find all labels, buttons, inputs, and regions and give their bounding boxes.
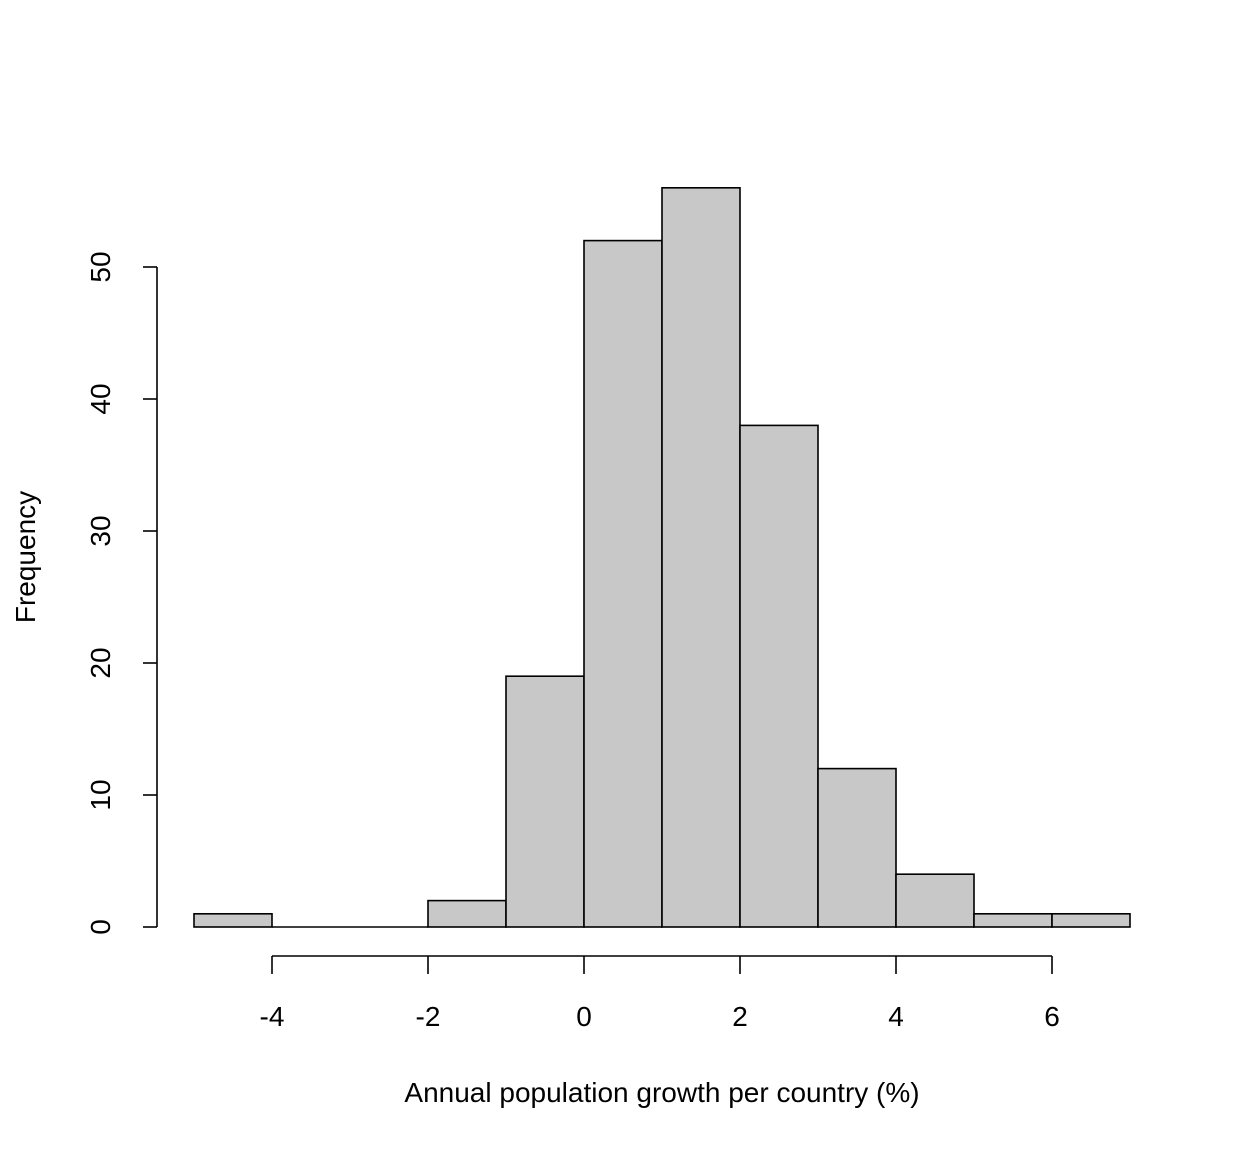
y-tick-label: 40 [85, 383, 116, 414]
bars-group [193, 187, 1131, 928]
y-tick-label: 20 [85, 647, 116, 678]
y-tick-label: 0 [85, 919, 116, 935]
x-tick-label: -2 [416, 1001, 441, 1032]
histogram-bar [1051, 912, 1131, 928]
y-axis: 0 10 20 30 40 50 [85, 251, 158, 935]
x-axis-label: Annual population growth per country (%) [404, 1077, 919, 1108]
histogram-bar [193, 912, 273, 928]
histogram-bar [817, 767, 897, 928]
y-axis-label: Frequency [10, 491, 41, 623]
x-tick-label: 2 [732, 1001, 748, 1032]
y-tick-label: 30 [85, 515, 116, 546]
x-axis: -4 -2 0 2 4 6 [260, 955, 1060, 1032]
histogram-bar [973, 912, 1053, 928]
x-tick-label: 6 [1044, 1001, 1060, 1032]
x-tick-label: -4 [260, 1001, 285, 1032]
histogram-bar [583, 239, 663, 928]
histogram-bar [505, 675, 585, 928]
y-tick-label: 50 [85, 251, 116, 282]
histogram-bar [661, 187, 741, 928]
histogram-bar [739, 424, 819, 928]
x-tick-label: 4 [888, 1001, 904, 1032]
y-tick-label: 10 [85, 779, 116, 810]
x-tick-label: 0 [576, 1001, 592, 1032]
histogram-bar [895, 873, 975, 928]
histogram-bar [427, 899, 507, 928]
